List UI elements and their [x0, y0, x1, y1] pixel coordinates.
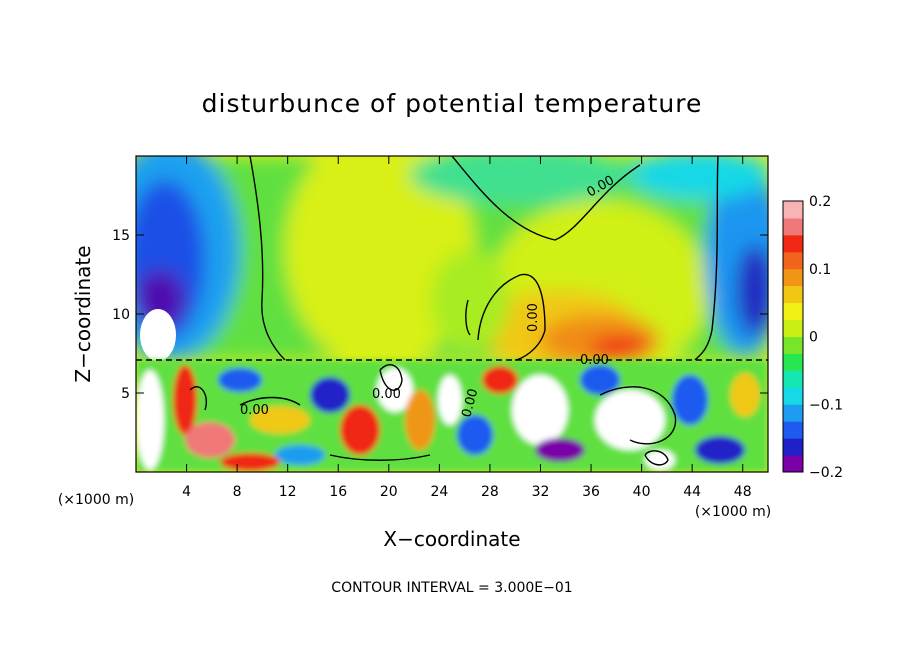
colorbar-swatch — [783, 251, 803, 270]
colorbar-swatch — [783, 455, 803, 473]
chart-title: disturbunce of potential temperature — [202, 89, 703, 118]
contour-lines — [136, 156, 768, 466]
contour-label: 0.00 — [459, 387, 481, 419]
colorbar-swatch — [783, 268, 803, 287]
colorbar-tick-label: 0 — [809, 330, 818, 346]
x-tick-label: 24 — [430, 484, 448, 500]
x-axis-unit: (×1000 m) — [695, 504, 771, 520]
y-axis: 5 10 15 — [112, 228, 768, 402]
y-tick-label: 15 — [112, 228, 130, 244]
x-tick-label: 20 — [380, 484, 398, 500]
colorbar-swatch — [783, 353, 803, 371]
x-tick-label: 8 — [233, 484, 242, 500]
x-tick-label: 36 — [582, 484, 600, 500]
contour-label: 0.00 — [372, 387, 401, 402]
x-tick-label: 12 — [279, 484, 297, 500]
x-tick-label: 4 — [182, 484, 191, 500]
colorbar-swatch — [783, 201, 803, 219]
colorbar-swatch — [783, 234, 803, 253]
x-axis: 4 8 12 16 20 24 28 32 36 40 44 48 — [182, 156, 752, 500]
colorbar-swatch — [783, 370, 803, 388]
x-tick-label: 48 — [734, 484, 752, 500]
x-tick-label: 16 — [329, 484, 347, 500]
colorbar-swatch — [783, 217, 803, 236]
x-tick-label: 44 — [683, 484, 701, 500]
x-tick-label: 28 — [481, 484, 499, 500]
y-axis-title: Z−coordinate — [71, 245, 95, 382]
colorbar-tick-label: 0.1 — [809, 262, 831, 278]
colorbar-tick-label: −0.1 — [809, 397, 843, 413]
colorbar-swatch — [783, 319, 803, 337]
x-tick-label: 32 — [532, 484, 550, 500]
colorbar-swatch — [783, 438, 803, 456]
contour-label: 0.00 — [526, 303, 541, 332]
contour-label: 0.00 — [580, 353, 609, 368]
y-tick-label: 5 — [121, 386, 130, 402]
x-axis-title: X−coordinate — [383, 527, 520, 551]
colorbar-swatch — [783, 404, 803, 422]
contour-label: 0.00 — [240, 403, 269, 418]
colorbar-frame — [782, 200, 804, 473]
colorbar-swatch — [783, 285, 803, 304]
colorbar-swatch — [783, 421, 803, 439]
colorbar-swatch — [783, 387, 803, 405]
contour-interval-note: CONTOUR INTERVAL = 3.000E−01 — [331, 580, 572, 596]
y-tick-label: 10 — [112, 307, 130, 323]
lower-layer-field — [136, 360, 768, 472]
upper-layer-field — [136, 156, 768, 380]
heatmap-field — [136, 156, 768, 472]
colorbar-swatch — [783, 302, 803, 321]
colorbar-tick-label: 0.2 — [809, 194, 831, 210]
colorbar-swatch — [783, 336, 803, 354]
colorbar: 0.2 0.1 0 −0.1 −0.2 — [782, 194, 843, 481]
x-tick-label: 40 — [633, 484, 651, 500]
colorbar-tick-label: −0.2 — [809, 465, 843, 481]
y-axis-unit: (×1000 m) — [58, 492, 134, 508]
